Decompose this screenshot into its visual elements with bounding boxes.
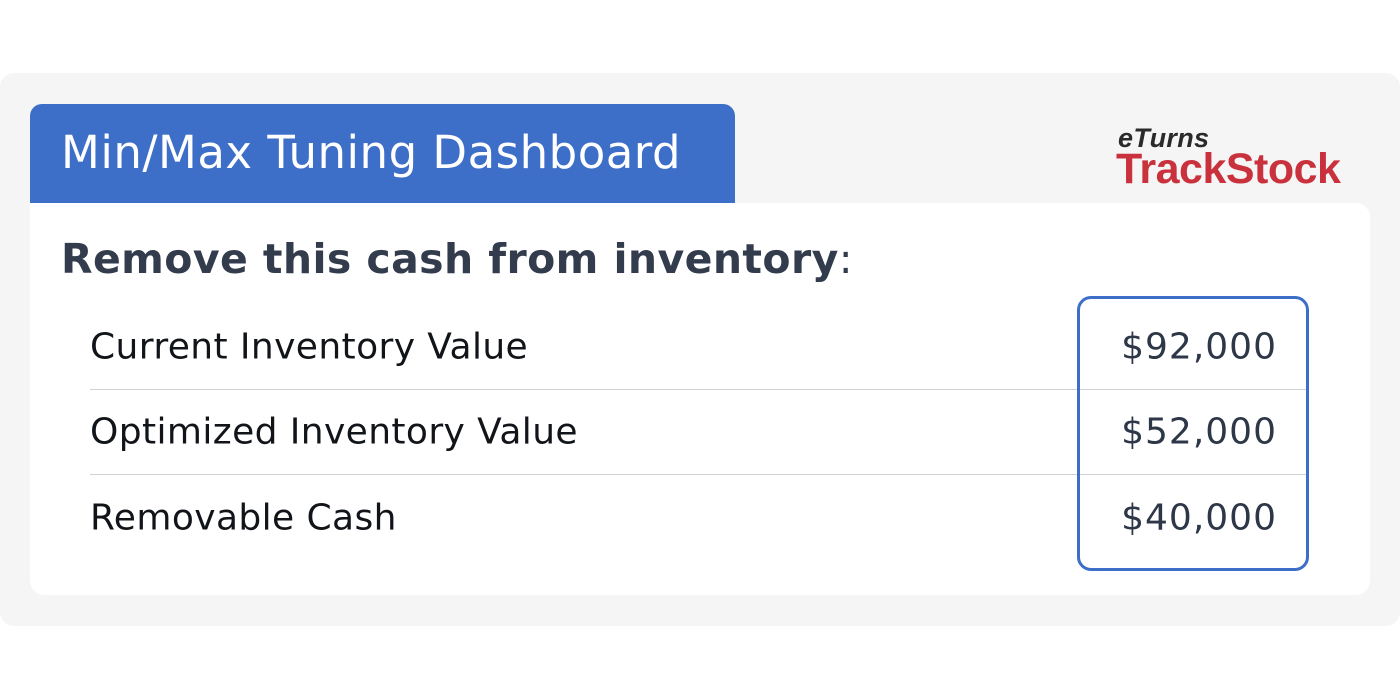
eturns-trackstock-logo: eTurns TrackStock: [1116, 123, 1376, 193]
table-row-current: Current Inventory Value $92,000: [90, 305, 1307, 390]
current-inventory-label: Current Inventory Value: [90, 326, 529, 368]
optimized-inventory-value: $52,000: [1121, 411, 1277, 453]
summary-card: Remove this cash from inventory: Current…: [30, 203, 1370, 595]
removable-cash-label: Removable Cash: [90, 497, 397, 538]
value-table: Current Inventory Value $92,000 Optimize…: [90, 305, 1307, 560]
logo-trackstock: TrackStock: [1116, 145, 1341, 193]
dashboard-panel: Min/Max Tuning Dashboard eTurns TrackSto…: [0, 73, 1400, 626]
card-heading: Remove this cash from inventory:: [61, 235, 853, 283]
logo-eturns-prefix: e: [1118, 123, 1134, 153]
table-row-optimized: Optimized Inventory Value $52,000: [90, 390, 1307, 475]
card-heading-text: Remove this cash from inventory: [61, 235, 839, 283]
current-inventory-value: $92,000: [1121, 326, 1277, 368]
logo-eturns: eTurns: [1118, 123, 1209, 154]
removable-cash-value: $40,000: [1121, 497, 1277, 538]
dashboard-tab: Min/Max Tuning Dashboard: [30, 104, 735, 204]
page-title: Min/Max Tuning Dashboard: [61, 125, 682, 179]
card-heading-colon: :: [838, 235, 853, 283]
table-row-removable: Removable Cash $40,000: [90, 475, 1307, 560]
logo-eturns-rest: Turns: [1133, 123, 1210, 153]
optimized-inventory-label: Optimized Inventory Value: [90, 411, 578, 453]
